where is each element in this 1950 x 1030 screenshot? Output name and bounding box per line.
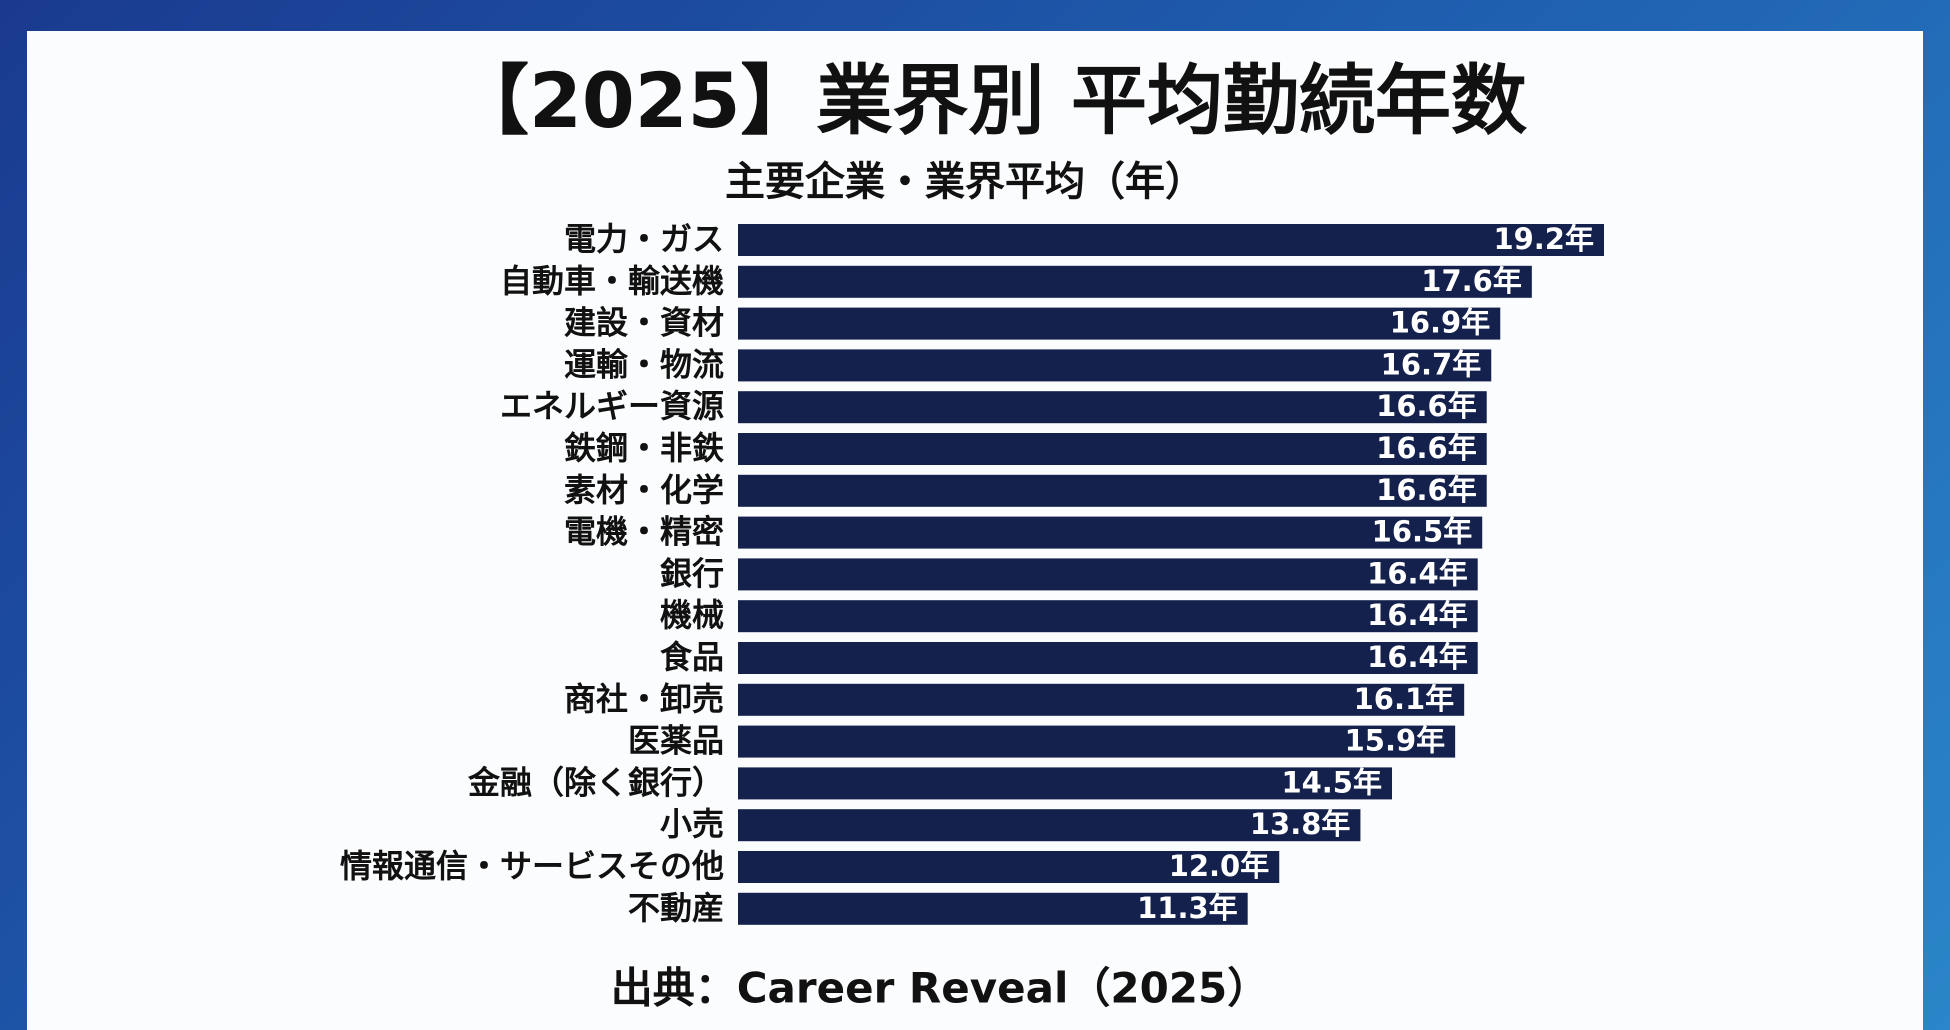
bar — [738, 474, 1487, 507]
category-label: 医薬品 — [628, 722, 724, 760]
value-label: 16.5年 — [1372, 515, 1473, 549]
value-label: 16.4年 — [1367, 640, 1468, 674]
category-label: 建設・資材 — [564, 304, 724, 342]
bar — [738, 558, 1478, 591]
bar — [738, 725, 1456, 758]
bar — [738, 642, 1478, 674]
bar — [738, 433, 1487, 465]
category-label: 鉄鋼・非鉄 — [564, 429, 724, 467]
value-label: 13.8年 — [1250, 807, 1351, 841]
value-label: 16.6年 — [1376, 389, 1477, 423]
bar — [738, 516, 1483, 549]
value-label: 16.1年 — [1354, 682, 1455, 716]
chart-title: 【2025】業界別 平均勤続年数 — [453, 56, 1527, 145]
category-label: 電機・精密 — [564, 513, 724, 551]
value-label: 16.4年 — [1367, 556, 1468, 590]
value-label: 16.6年 — [1376, 473, 1477, 507]
category-label: 機械 — [660, 596, 724, 634]
bar — [738, 683, 1465, 716]
bar — [738, 265, 1532, 298]
value-label: 19.2年 — [1493, 222, 1594, 256]
value-label: 16.7年 — [1381, 347, 1482, 381]
category-label: 金融（除く銀行） — [467, 763, 724, 801]
bar — [738, 391, 1487, 424]
category-label: 不動産 — [628, 889, 724, 927]
source: 出典：Career Reveal（2025） — [611, 964, 1270, 1013]
value-label: 16.4年 — [1367, 598, 1468, 632]
bar — [738, 851, 1280, 883]
category-label: 電力・ガス — [564, 220, 724, 258]
value-label: 11.3年 — [1137, 891, 1238, 925]
value-label: 17.6年 — [1421, 264, 1522, 298]
value-label: 16.9年 — [1390, 306, 1491, 340]
category-label: 運輸・物流 — [564, 345, 724, 383]
bar — [738, 892, 1248, 925]
bar — [738, 349, 1492, 382]
category-label: 情報通信・サービスその他 — [340, 847, 724, 885]
bar — [738, 600, 1478, 633]
value-label: 14.5年 — [1281, 765, 1382, 799]
chart-subtitle: 主要企業・業界平均（年） — [725, 159, 1205, 205]
category-label: 食品 — [660, 638, 724, 676]
bar — [738, 767, 1393, 800]
category-label: 自動車・輸送機 — [500, 262, 724, 300]
category-label: 商社・卸売 — [564, 680, 724, 718]
value-label: 16.6年 — [1376, 431, 1477, 465]
bar — [738, 809, 1361, 842]
category-label: 素材・化学 — [564, 471, 724, 509]
bar — [738, 307, 1501, 340]
value-label: 15.9年 — [1345, 724, 1446, 758]
category-label: 銀行 — [660, 554, 724, 592]
category-label: エネルギー資源 — [500, 387, 724, 425]
bar — [738, 224, 1604, 256]
value-label: 12.0年 — [1169, 849, 1270, 883]
category-label: 小売 — [660, 805, 724, 843]
